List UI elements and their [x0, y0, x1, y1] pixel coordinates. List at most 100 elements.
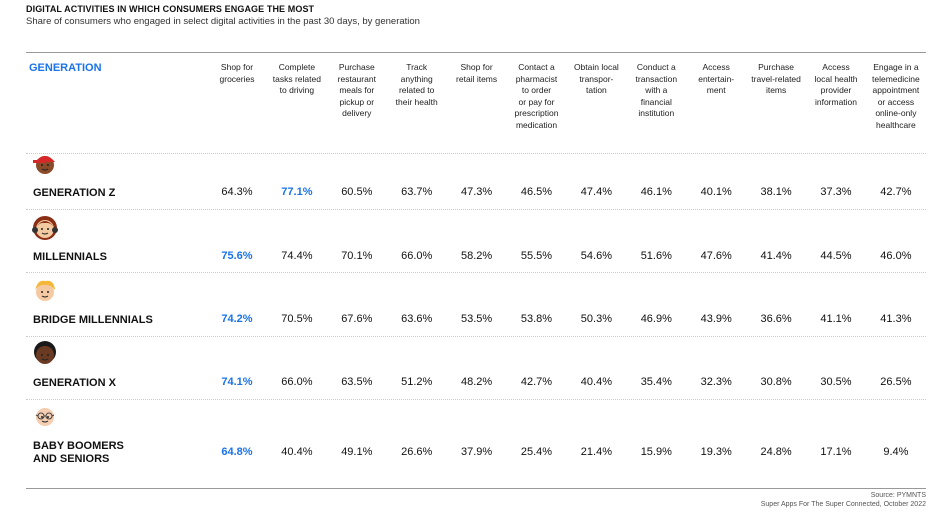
column-header-line: to driving	[279, 85, 315, 96]
column-header: Obtain local transpor-tation	[565, 62, 627, 97]
row-divider	[26, 272, 926, 273]
cell: 49.1%	[341, 446, 373, 458]
column-header-line: Access	[822, 62, 850, 72]
cell: 38.1%	[760, 186, 792, 198]
cell: 54.6%	[580, 250, 612, 262]
cell: 53.8%	[520, 313, 553, 325]
column-header-line: Conduct a	[636, 62, 676, 72]
cell: 46.5%	[520, 186, 553, 198]
avatar-icon	[32, 216, 58, 240]
column-header-line: Access	[702, 62, 730, 72]
column-header-line: Track	[406, 62, 428, 72]
row-name-line: BABY BOOMERS	[33, 440, 124, 452]
row-divider	[26, 209, 926, 210]
cell: 32.3%	[700, 376, 732, 388]
cell: 46.1%	[640, 186, 672, 198]
column-header-line: or pay for	[518, 96, 555, 107]
column-header-line: their health	[395, 96, 438, 107]
column-header-line: information	[814, 96, 858, 107]
cell: 75.6%	[221, 250, 253, 262]
cell: 30.8%	[760, 376, 792, 388]
cell: 74.4%	[281, 250, 313, 262]
cell: 47.3%	[460, 186, 493, 198]
column-header-line: meals for	[339, 85, 375, 96]
column-header-line: travel-related	[751, 73, 801, 84]
cell: 26.5%	[880, 376, 912, 388]
cell: 70.1%	[341, 250, 373, 262]
column-header-line: or access	[877, 96, 915, 107]
row-divider	[26, 336, 926, 337]
row-name: BABY BOOMERS AND SENIORS	[33, 440, 124, 466]
cell: 17.1%	[820, 446, 852, 458]
column-header: Purchase travel-related items	[745, 62, 807, 97]
column-header-line: pharmacist	[515, 73, 558, 84]
cell: 9.4%	[883, 446, 909, 458]
column-header: Engage in a telemedicine appointment or acc…	[865, 62, 927, 132]
row-name-line: BRIDGE MILLENNIALS	[33, 313, 153, 326]
column-header-line: anything	[400, 73, 433, 84]
report: Super Apps For The Super Connected, Octo…	[760, 501, 926, 508]
cell: 30.5%	[820, 376, 852, 388]
row-name: GENERATION Z	[33, 187, 115, 200]
column-header: Access entertain-ment	[685, 62, 747, 97]
cell: 41.4%	[760, 250, 792, 262]
column-header-line: related to	[398, 85, 435, 96]
row-name: MILLENNIALS	[33, 251, 107, 264]
column-header-line: Obtain local	[573, 62, 619, 72]
column-header-line: tation	[585, 85, 607, 96]
cell: 47.6%	[700, 250, 732, 262]
column-header-line: pickup or	[339, 96, 375, 107]
cell: 67.6%	[341, 313, 373, 325]
column-header-line: with a	[645, 85, 668, 96]
cell: 66.0%	[401, 250, 433, 262]
cell: 58.2%	[460, 250, 493, 262]
cell: 42.7%	[520, 376, 553, 388]
column-header-line: telemedicine	[872, 73, 920, 84]
row-name: BRIDGE MILLENNIALS	[33, 314, 153, 327]
column-header-line: Engage in a	[873, 62, 919, 72]
cell: 35.4%	[640, 376, 672, 388]
column-header-line: items	[765, 85, 787, 96]
row-name-line: MILLENNIALS	[33, 250, 107, 263]
cell: 53.5%	[460, 313, 493, 325]
cell: 47.4%	[580, 186, 612, 198]
column-header-line: Shop for	[460, 62, 493, 72]
avatar-icon	[34, 341, 56, 364]
cell: 55.5%	[520, 250, 553, 262]
column-header: Complete tasks related to driving	[266, 62, 328, 97]
column-header-line: Purchase	[338, 62, 375, 72]
column-header-line: medication	[515, 119, 558, 130]
column-header-line: provider	[820, 85, 852, 96]
cell: 15.9%	[640, 446, 672, 458]
cell: 44.5%	[820, 250, 852, 262]
avatar-icon	[35, 280, 55, 301]
cell: 19.3%	[700, 446, 732, 458]
cell: 46.9%	[640, 313, 672, 325]
cell: 40.4%	[281, 446, 313, 458]
cell: 41.1%	[820, 313, 852, 325]
row-divider	[26, 153, 926, 154]
column-header: Access local health provider information	[805, 62, 867, 108]
row-name-line: GENERATION X	[33, 376, 116, 389]
avatar-icon	[35, 408, 55, 426]
cell: 63.7%	[401, 186, 433, 198]
column-header-line: financial	[640, 96, 672, 107]
cell: 24.8%	[760, 446, 792, 458]
cell: 74.2%	[221, 313, 253, 325]
cell: 46.0%	[880, 250, 912, 262]
bottom-rule	[26, 488, 926, 489]
row-name-line: GENERATION Z	[33, 186, 116, 199]
column-header-line: healthcare	[876, 119, 916, 130]
column-header-line: Shop for	[220, 62, 254, 72]
row-header: GENERATION	[29, 62, 102, 74]
cell: 63.6%	[401, 313, 433, 325]
cell: 41.3%	[880, 313, 912, 325]
avatar-icon	[33, 156, 55, 174]
cell: 74.1%	[221, 376, 253, 388]
column-header: Contact a pharmacist to order or pay for pre…	[506, 62, 568, 132]
column-header: Shop for groceries	[206, 62, 268, 85]
column-header-line: institution	[638, 108, 675, 119]
cell: 48.2%	[460, 376, 493, 388]
column-header-line: appointment	[872, 85, 920, 96]
cell: 60.5%	[341, 186, 373, 198]
